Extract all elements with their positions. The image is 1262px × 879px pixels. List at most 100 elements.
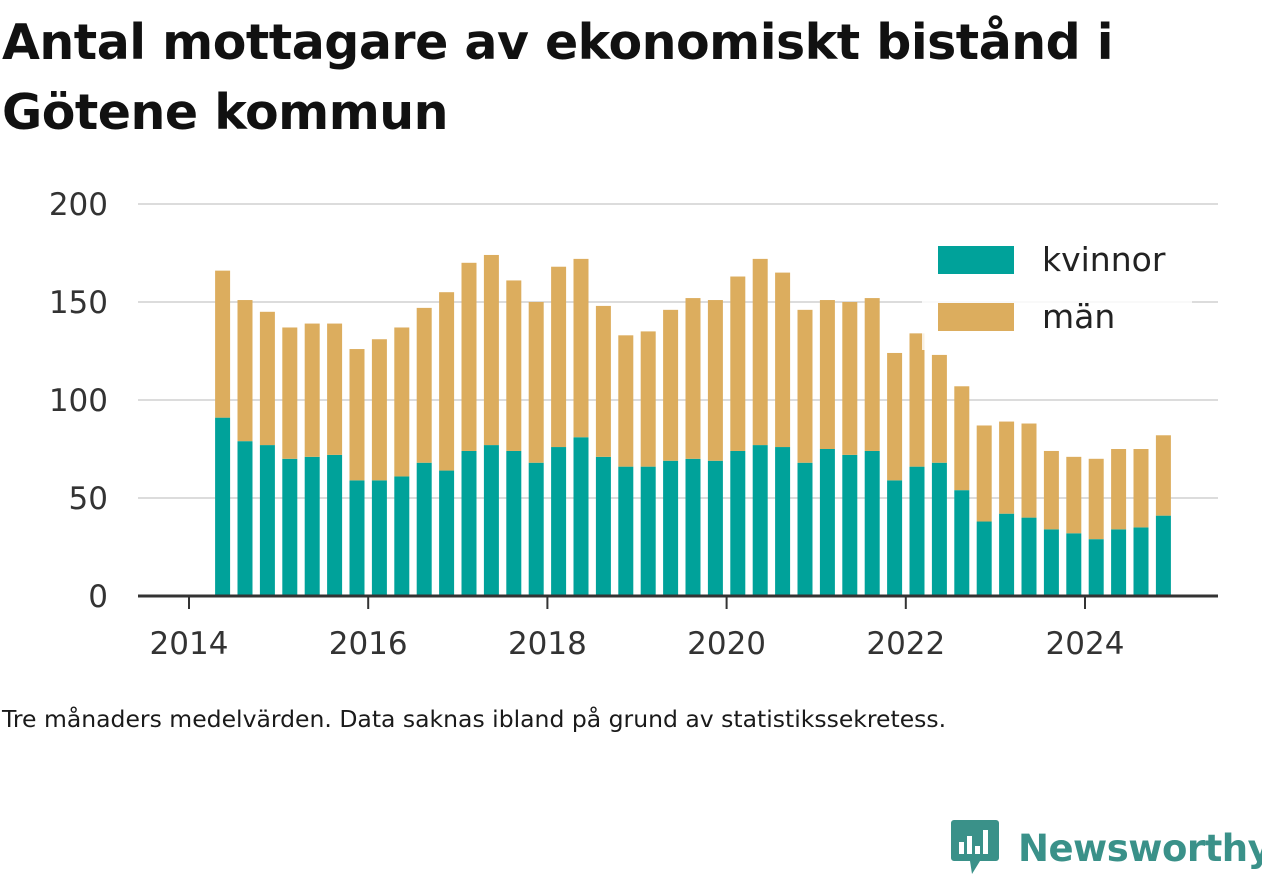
bar-man — [954, 386, 970, 491]
bar-kvinnor — [349, 480, 365, 596]
bar-kvinnor — [237, 441, 253, 596]
bar-man — [349, 349, 365, 481]
bar-kvinnor — [1021, 517, 1037, 596]
bar-man — [528, 302, 544, 463]
bar-kvinnor — [506, 450, 522, 596]
bar-kvinnor — [707, 460, 723, 596]
bar-man — [1155, 435, 1171, 516]
bar-man — [237, 300, 253, 442]
x-tick-label: 2018 — [508, 626, 587, 662]
y-tick-label: 100 — [49, 383, 108, 419]
bar-kvinnor — [1066, 533, 1082, 596]
bar-kvinnor — [215, 417, 231, 596]
bar-man — [1088, 458, 1104, 540]
y-tick-label: 0 — [88, 579, 108, 615]
x-tick-label: 2020 — [687, 626, 766, 662]
bar-man — [976, 425, 992, 522]
bar-kvinnor — [976, 521, 992, 596]
bar-man — [1043, 450, 1059, 530]
newsworthy-logo-icon — [951, 820, 999, 874]
bar-kvinnor — [1111, 529, 1127, 596]
bar-man — [327, 323, 343, 455]
bar-kvinnor — [327, 454, 343, 596]
bar-kvinnor — [595, 456, 611, 596]
bar-kvinnor — [573, 437, 589, 596]
bar-man — [707, 300, 723, 461]
bar-kvinnor — [887, 480, 903, 596]
legend-swatch — [938, 246, 1014, 274]
bar-man — [439, 292, 455, 471]
bar-man — [909, 333, 925, 467]
bar-man — [887, 352, 903, 481]
bar-man — [282, 327, 298, 459]
bar-man — [461, 262, 477, 451]
brand-name: Newsworthy — [1018, 826, 1262, 870]
bar-kvinnor — [259, 445, 275, 596]
bar-kvinnor — [551, 447, 567, 596]
bar-man — [506, 280, 522, 451]
x-tick-label: 2014 — [150, 626, 229, 662]
bar-man — [551, 266, 567, 448]
bar-kvinnor — [1043, 529, 1059, 596]
bar-man — [394, 327, 410, 477]
bar-kvinnor — [685, 458, 701, 596]
bar-kvinnor — [842, 454, 858, 596]
bar-kvinnor — [640, 466, 656, 596]
bar-kvinnor — [909, 466, 925, 596]
bar-kvinnor — [618, 466, 634, 596]
bar-kvinnor — [528, 462, 544, 596]
bar-kvinnor — [1133, 527, 1149, 596]
bar-man — [259, 311, 275, 446]
y-axis-ticks: 0 50 100 150 200 — [49, 187, 108, 615]
bar-man — [663, 309, 679, 461]
legend-label: män — [1042, 297, 1115, 336]
bar-kvinnor — [730, 450, 746, 596]
bar-man — [752, 258, 768, 446]
bar-kvinnor — [461, 450, 477, 596]
bar-kvinnor — [1155, 515, 1171, 596]
y-tick-label: 150 — [49, 285, 108, 321]
bar-kvinnor — [304, 456, 320, 596]
bar-kvinnor — [282, 458, 298, 596]
bar-kvinnor — [663, 460, 679, 596]
bar-kvinnor — [371, 480, 387, 596]
bar-man — [1133, 449, 1149, 528]
bar-man — [595, 305, 611, 457]
bar-man — [797, 309, 813, 463]
bar-kvinnor — [954, 490, 970, 596]
bar-man — [1021, 423, 1037, 518]
bar-man — [931, 354, 947, 463]
bar-man — [215, 270, 231, 418]
bar-man — [685, 298, 701, 459]
bar-man — [864, 298, 880, 451]
bar-kvinnor — [931, 462, 947, 596]
bar-kvinnor — [775, 447, 791, 596]
bar-man — [999, 421, 1015, 514]
bar-man — [483, 254, 499, 446]
bar-kvinnor — [416, 462, 432, 596]
bar-kvinnor — [1088, 539, 1104, 596]
bar-man — [618, 335, 634, 467]
bar-man — [730, 276, 746, 451]
bar-kvinnor — [394, 476, 410, 596]
brand-logo: Newsworthy — [950, 818, 1262, 878]
chart-note: Tre månaders medelvärden. Data saknas ib… — [2, 705, 947, 733]
bars — [215, 254, 1171, 596]
x-tick-label: 2022 — [866, 626, 945, 662]
legend-swatch — [938, 303, 1014, 331]
bar-kvinnor — [864, 450, 880, 596]
bar-man — [416, 307, 432, 463]
legend: kvinnor män — [922, 228, 1192, 350]
y-tick-label: 200 — [49, 187, 108, 223]
y-tick-label: 50 — [69, 481, 108, 517]
bar-kvinnor — [752, 445, 768, 596]
bar-kvinnor — [439, 470, 455, 596]
bar-man — [304, 323, 320, 457]
bar-man — [775, 272, 791, 448]
bar-man — [640, 331, 656, 467]
bar-chart: 0 50 100 150 200 kvinnor män 2014 2016 2018 2020… — [49, 187, 1218, 662]
bar-man — [1066, 456, 1082, 534]
bar-man — [842, 302, 858, 455]
x-tick-label: 2016 — [329, 626, 408, 662]
bar-kvinnor — [999, 513, 1015, 596]
